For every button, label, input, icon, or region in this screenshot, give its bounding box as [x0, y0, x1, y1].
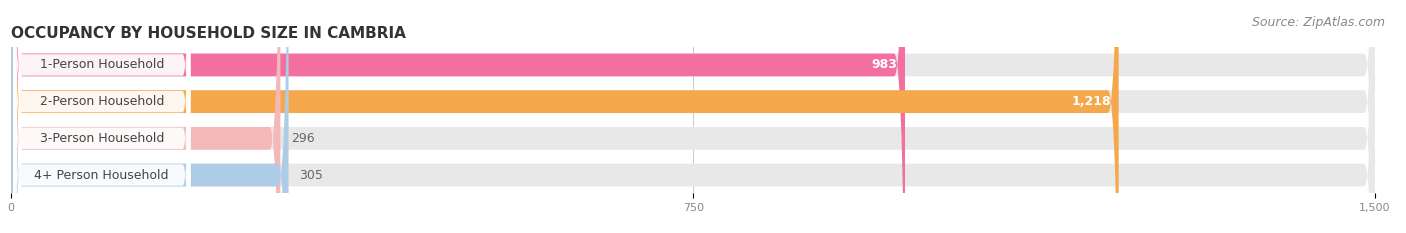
Text: 1-Person Household: 1-Person Household [39, 58, 165, 72]
FancyBboxPatch shape [11, 0, 1119, 233]
Text: 305: 305 [299, 168, 323, 182]
Text: OCCUPANCY BY HOUSEHOLD SIZE IN CAMBRIA: OCCUPANCY BY HOUSEHOLD SIZE IN CAMBRIA [11, 26, 406, 41]
Text: 4+ Person Household: 4+ Person Household [35, 168, 169, 182]
FancyBboxPatch shape [11, 0, 288, 233]
FancyBboxPatch shape [13, 0, 190, 233]
FancyBboxPatch shape [13, 0, 190, 233]
Text: 296: 296 [291, 132, 315, 145]
FancyBboxPatch shape [11, 0, 1375, 233]
FancyBboxPatch shape [13, 0, 190, 233]
Text: 1,218: 1,218 [1071, 95, 1111, 108]
FancyBboxPatch shape [11, 0, 905, 233]
FancyBboxPatch shape [11, 0, 280, 233]
FancyBboxPatch shape [11, 0, 1375, 233]
FancyBboxPatch shape [11, 0, 1375, 233]
Text: 983: 983 [872, 58, 897, 72]
FancyBboxPatch shape [11, 0, 1375, 233]
Text: 3-Person Household: 3-Person Household [39, 132, 165, 145]
Text: Source: ZipAtlas.com: Source: ZipAtlas.com [1251, 16, 1385, 29]
Text: 2-Person Household: 2-Person Household [39, 95, 165, 108]
FancyBboxPatch shape [13, 0, 190, 233]
